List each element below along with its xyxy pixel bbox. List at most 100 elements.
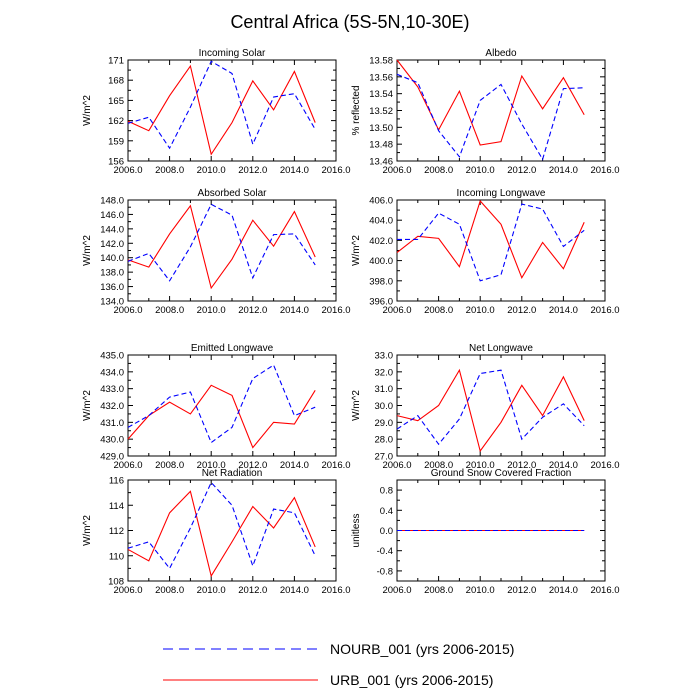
y-tick-label: 33.0 [375,351,394,362]
x-tick-label: 2008.0 [155,165,184,176]
x-tick-label: 2010.0 [466,305,495,316]
y-tick-label: 13.52 [369,106,393,117]
y-tick-label: 148.0 [100,196,124,207]
y-tick-label: 406.0 [369,196,393,207]
x-tick-label: 2016.0 [321,585,350,596]
panel-title: Net Longwave [469,343,533,354]
figure-title: Central Africa (5S-5N,10-30E) [230,12,469,32]
panel-7: Net Radiation W/m^2 2006.0 2008.0 2010.0 2012… [82,468,351,596]
y-tick-label: 13.56 [369,72,393,83]
series-line-nourb-001 [396,73,585,161]
x-tick-label: 2008.0 [424,165,453,176]
y-tick-label: 13.46 [369,157,393,168]
y-tick-label: 0.8 [380,486,393,497]
panel-6: Net Longwave W/m^2 2006.0 2008.0 2010.0 2012.… [351,343,620,471]
x-tick-label: 2016.0 [321,460,350,471]
y-tick-label: 13.48 [369,140,393,151]
y-axis-label: W/m^2 [351,235,362,266]
x-tick-label: 2008.0 [155,460,184,471]
panel-title: Incoming Longwave [457,188,546,199]
x-tick-label: 2010.0 [466,460,495,471]
x-tick-label: 2014.0 [549,305,578,316]
y-tick-label: 136.0 [100,282,124,293]
series-line-nourb-001 [396,369,585,446]
legend-label-urb: URB_001 (yrs 2006-2015) [330,672,493,688]
y-tick-label: 159 [108,136,124,147]
panel-title: Net Radiation [202,468,263,479]
y-tick-label: 0.4 [380,506,393,517]
y-tick-label: 396.0 [369,297,393,308]
panel-4: Incoming Longwave W/m^2 2006.0 2008.0 2010.0… [351,188,620,316]
y-axis-label: unitless [351,514,362,548]
series-line-nourb-001 [127,364,316,444]
plot-frame [396,59,606,162]
y-tick-label: 430.0 [100,435,124,446]
x-tick-label: 2008.0 [424,305,453,316]
x-tick-label: 2012.0 [507,460,536,471]
y-tick-label: 400.0 [369,256,393,267]
y-tick-label: 29.0 [375,418,394,429]
y-tick-label: 434.0 [100,367,124,378]
y-tick-label: 134.0 [100,297,124,308]
y-axis-label: W/m^2 [82,390,93,421]
x-tick-label: 2010.0 [197,305,226,316]
x-tick-label: 2016.0 [590,585,619,596]
panel-title: Emitted Longwave [191,343,274,354]
series-line-urb-001 [127,490,316,578]
y-tick-label: 433.0 [100,384,124,395]
x-tick-label: 2016.0 [590,165,619,176]
x-tick-label: 2008.0 [424,460,453,471]
x-tick-label: 2006.0 [382,585,411,596]
x-tick-label: 2012.0 [507,585,536,596]
y-tick-label: 402.0 [369,236,393,247]
y-tick-label: 13.58 [369,56,393,67]
y-tick-label: 156 [108,157,124,168]
y-tick-label: 30.0 [375,401,394,412]
y-tick-label: 116 [109,476,124,487]
panel-5: Emitted Longwave W/m^2 2006.0 2008.0 2010.0 2… [82,343,351,471]
x-tick-label: 2006.0 [382,460,411,471]
panel-title: Albedo [485,48,517,59]
x-tick-label: 2012.0 [238,305,267,316]
panel-2: Albedo % reflected 2006.0 2008.0 2010.0 2012.… [351,48,620,176]
x-tick-label: 2008.0 [155,305,184,316]
y-tick-label: 142.0 [100,239,124,250]
series-line-urb-001 [127,204,316,290]
y-tick-label: 110 [109,551,124,562]
x-tick-label: 2014.0 [280,460,309,471]
plot-frame [127,354,337,457]
y-tick-label: 171 [108,56,124,67]
y-tick-label: 144.0 [100,224,124,235]
x-tick-label: 2008.0 [155,585,184,596]
y-tick-label: 27.0 [375,452,394,463]
series-line-urb-001 [396,199,585,280]
series-line-urb-001 [396,59,585,146]
x-tick-label: 2014.0 [280,585,309,596]
x-tick-label: 2012.0 [238,460,267,471]
panel-title: Absorbed Solar [198,188,268,199]
x-tick-label: 2012.0 [238,585,267,596]
y-tick-label: 140.0 [100,253,124,264]
y-axis-label: W/m^2 [82,95,93,126]
x-tick-label: 2014.0 [549,585,578,596]
x-tick-label: 2012.0 [238,165,267,176]
x-tick-label: 2010.0 [466,165,495,176]
series-line-urb-001 [127,384,316,449]
y-axis-label: % reflected [351,85,362,135]
panel-3: Absorbed Solar W/m^2 2006.0 2008.0 2010.0 201… [82,188,351,316]
y-tick-label: 114 [109,501,124,512]
y-axis-label: W/m^2 [82,515,93,546]
y-tick-label: 138.0 [100,268,124,279]
legend: NOURB_001 (yrs 2006-2015) URB_001 (yrs 2… [163,641,514,688]
series-line-nourb-001 [397,203,585,282]
series-line-urb-001 [396,368,585,453]
x-tick-label: 2014.0 [280,165,309,176]
x-tick-label: 2016.0 [321,305,350,316]
series-line-nourb-001 [127,60,316,150]
x-tick-label: 2010.0 [197,585,226,596]
y-tick-label: -0.8 [377,566,393,577]
x-tick-label: 2006.0 [113,460,142,471]
y-tick-label: 32.0 [375,367,394,378]
y-axis-label: W/m^2 [351,390,362,421]
x-tick-label: 2006.0 [113,585,142,596]
